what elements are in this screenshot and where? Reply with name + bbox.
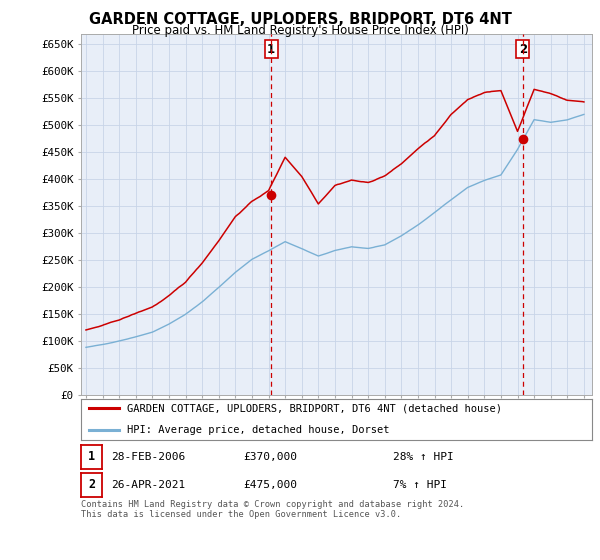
Text: GARDEN COTTAGE, UPLODERS, BRIDPORT, DT6 4NT (detached house): GARDEN COTTAGE, UPLODERS, BRIDPORT, DT6 … [127, 403, 502, 413]
Text: 7% ↑ HPI: 7% ↑ HPI [393, 480, 447, 490]
Text: Contains HM Land Registry data © Crown copyright and database right 2024.
This d: Contains HM Land Registry data © Crown c… [81, 500, 464, 519]
Text: GARDEN COTTAGE, UPLODERS, BRIDPORT, DT6 4NT: GARDEN COTTAGE, UPLODERS, BRIDPORT, DT6 … [89, 12, 511, 27]
Text: 1: 1 [88, 450, 95, 464]
Text: 26-APR-2021: 26-APR-2021 [111, 480, 185, 490]
Text: 1: 1 [267, 43, 275, 55]
Text: HPI: Average price, detached house, Dorset: HPI: Average price, detached house, Dors… [127, 424, 389, 435]
Text: 28% ↑ HPI: 28% ↑ HPI [393, 452, 454, 462]
Text: 28-FEB-2006: 28-FEB-2006 [111, 452, 185, 462]
Text: £370,000: £370,000 [243, 452, 297, 462]
Text: 2: 2 [519, 43, 527, 55]
Text: Price paid vs. HM Land Registry's House Price Index (HPI): Price paid vs. HM Land Registry's House … [131, 24, 469, 36]
Text: £475,000: £475,000 [243, 480, 297, 490]
Text: 2: 2 [88, 478, 95, 492]
